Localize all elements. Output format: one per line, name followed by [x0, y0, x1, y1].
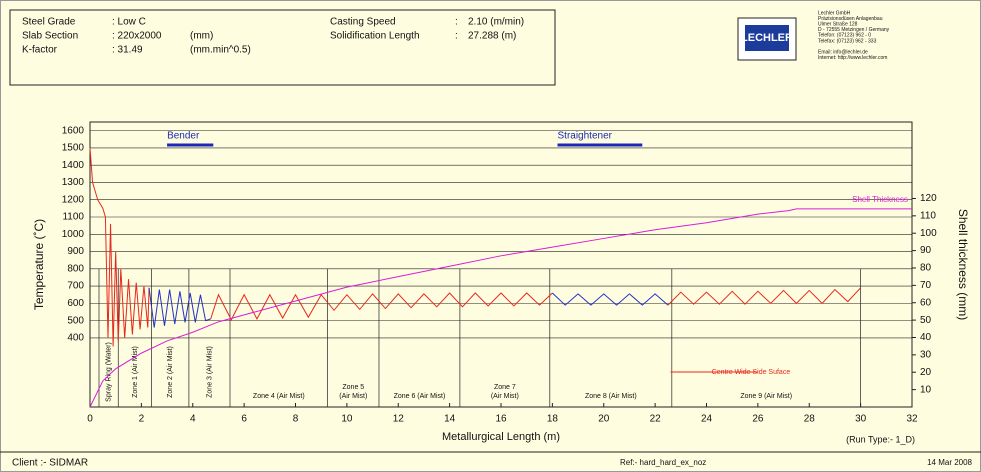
- zone-label: Zone 3 (Air Mist): [206, 346, 213, 398]
- company-line: Email: info@lechler.de: [818, 50, 868, 56]
- plot-area: [89, 121, 913, 408]
- x-tick-label: 16: [495, 414, 507, 425]
- x-tick-label: 18: [547, 414, 559, 425]
- company-line: D - 72555 Metzingen / Germany: [818, 27, 890, 33]
- zone-label: Zone 6 (Air Mist): [394, 393, 446, 400]
- x-tick-label: 10: [341, 414, 353, 425]
- x-tick-label: 4: [190, 414, 196, 425]
- y-tick-label: 1400: [62, 160, 85, 171]
- header-field: Casting Speed: [330, 17, 396, 28]
- header-field: 2.10 (m/min): [468, 17, 524, 28]
- x-tick-label: 32: [906, 414, 918, 425]
- x-tick-label: 8: [293, 414, 299, 425]
- client: Client :- SIDMAR: [12, 458, 88, 469]
- y2-tick-label: 120: [920, 193, 937, 204]
- series-line: [210, 292, 553, 321]
- x-tick-label: 14: [444, 414, 456, 425]
- header-field: (mm): [190, 31, 213, 42]
- y-tick-label: 400: [67, 333, 84, 344]
- x-axis-title: Metallurgical Length (m): [442, 431, 560, 443]
- x-tick-label: 12: [393, 414, 405, 425]
- y-tick-label: 800: [67, 263, 84, 274]
- y-tick-label: 1600: [62, 125, 85, 136]
- annotation-label: Bender: [167, 131, 200, 142]
- company-line: Internet: http://www.lechler.com: [818, 55, 887, 61]
- series-line: [148, 287, 211, 328]
- y2-axis-title: Shell thickness (mm): [956, 209, 970, 320]
- y2-tick-label: 110: [920, 210, 936, 221]
- series-label: Centre Wide Side Suface: [712, 369, 791, 376]
- company-line: Ulmer Straße 128: [818, 22, 858, 28]
- logo: LECHLER: [741, 32, 793, 44]
- y2-tick-label: 30: [920, 350, 932, 361]
- x-tick-label: 2: [139, 414, 145, 425]
- company-line: Lechler GmbH: [818, 10, 851, 16]
- series-line: [552, 292, 669, 306]
- x-tick-label: 0: [87, 414, 93, 425]
- company-line: Telefon: (07123) 962 - 0: [818, 33, 871, 39]
- y-tick-label: 500: [67, 315, 84, 326]
- run-type: (Run Type:- 1_D): [846, 434, 915, 444]
- x-tick-label: 24: [701, 414, 713, 425]
- company-line: Telefax: (07123) 962 - 333: [818, 38, 877, 44]
- y2-tick-label: 40: [920, 332, 932, 343]
- header-box: [9, 9, 556, 86]
- x-tick-label: 30: [855, 414, 867, 425]
- x-tick-label: 6: [241, 414, 247, 425]
- y-tick-label: 1000: [62, 229, 85, 240]
- y-tick-label: 1300: [62, 177, 85, 188]
- zone-label: (Air Mist): [339, 393, 367, 400]
- header-field: :: [455, 31, 458, 42]
- zone-label: Zone 8 (Air Mist): [585, 393, 637, 400]
- x-tick-label: 26: [752, 414, 764, 425]
- y2-tick-label: 90: [920, 245, 932, 256]
- y2-tick-label: 10: [920, 384, 932, 395]
- header-field: K-factor: [22, 45, 58, 56]
- zone-label: Zone 9 (Air Mist): [740, 393, 792, 400]
- header-field: Steel Grade: [22, 17, 76, 28]
- series-label: Shell Thickness: [852, 195, 908, 204]
- zone-label: Zone 1 (Air Mist): [132, 346, 139, 398]
- header-field: : 220x2000: [112, 31, 162, 42]
- zone-label: Spray Ring (Water): [105, 342, 112, 402]
- zone-label: Zone 2 (Air Mist): [167, 346, 174, 398]
- y2-tick-label: 60: [920, 297, 932, 308]
- annotation-label: Straightener: [558, 131, 613, 142]
- header-field: (mm.min^0.5): [190, 45, 251, 56]
- y-tick-label: 700: [67, 281, 84, 292]
- header-field: : 31.49: [112, 45, 143, 56]
- x-tick-label: 28: [804, 414, 816, 425]
- date: 14 Mar 2008: [927, 458, 972, 467]
- zone-label: Zone 7: [494, 384, 516, 391]
- y-axis-title: Temperature (˚C): [32, 219, 46, 310]
- y-tick-label: 900: [67, 246, 84, 257]
- company-line: Präzisionsdüsen Anlagenbau: [818, 16, 883, 22]
- x-tick-label: 22: [650, 414, 662, 425]
- y2-tick-label: 50: [920, 315, 932, 326]
- logo-bg: [745, 25, 789, 51]
- ref: Ref:- hard_hard_ex_noz: [620, 458, 706, 467]
- y-tick-label: 600: [67, 298, 84, 309]
- y2-tick-label: 100: [920, 228, 937, 239]
- series-line: [89, 147, 150, 347]
- y-tick-label: 1500: [62, 143, 85, 154]
- y-tick-label: 1100: [62, 212, 84, 223]
- header-field: 27.288 (m): [468, 31, 516, 42]
- y-tick-label: 1200: [62, 194, 85, 205]
- zone-label: (Air Mist): [491, 393, 519, 400]
- header-field: Slab Section: [22, 31, 78, 42]
- zone-label: Zone 5: [342, 384, 364, 391]
- header-field: :: [455, 17, 458, 28]
- chart: Steel Grade : Low C Slab Section : 220x2000…: [22, 10, 970, 443]
- zone-label: Zone 4 (Air Mist): [253, 393, 305, 400]
- series-line: [89, 208, 912, 408]
- y2-tick-label: 20: [920, 367, 932, 378]
- y2-tick-label: 80: [920, 263, 932, 274]
- header-field: : Low C: [112, 17, 146, 28]
- series-line: [667, 287, 861, 306]
- y2-tick-label: 70: [920, 280, 932, 291]
- x-tick-label: 20: [598, 414, 610, 425]
- header-field: Solidification Length: [330, 31, 420, 42]
